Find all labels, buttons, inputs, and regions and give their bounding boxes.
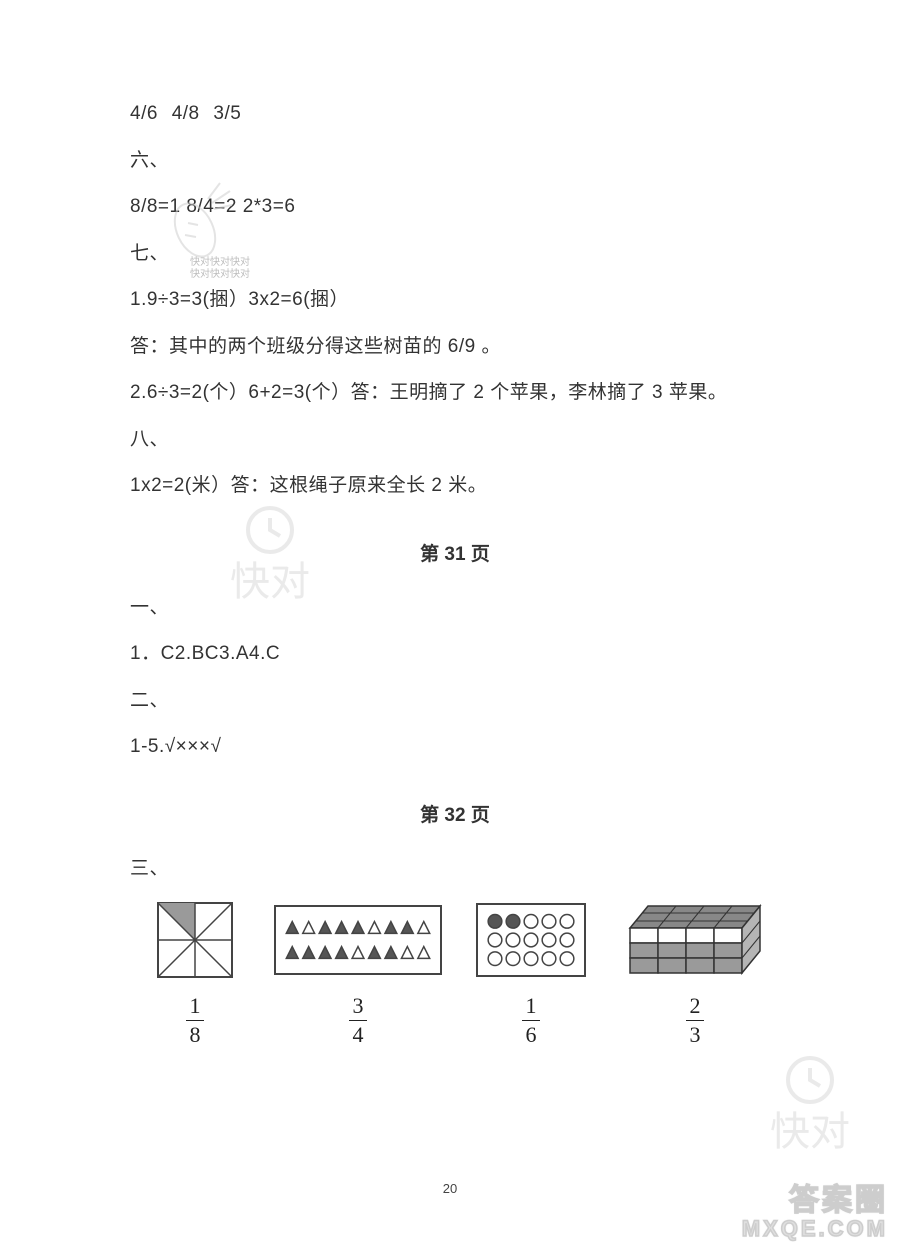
pinwheel-figure [150,895,240,985]
figure-item-2: 3 4 [274,901,442,1046]
text-line: 1．C2.BC3.A4.C [130,640,780,669]
page-heading: 第 32 页 [130,800,780,827]
text-line: 1-5.√×××√ [130,733,780,762]
fraction-4: 2 3 [686,995,704,1046]
section-heading: 七、 [130,240,780,269]
figure-item-4: 2 3 [620,901,770,1046]
figure-row: 1 8 3 4 1 6 [130,901,780,1046]
figure-item-1: 1 8 [150,901,240,1046]
kuaidui-watermark-2: 快对 [760,1050,860,1170]
page-heading: 第 31 页 [130,539,780,566]
text-line: 8/8=1 8/4=2 2*3=6 [130,193,780,222]
text-line: 4/6 4/8 3/5 [130,100,780,129]
text-line: 答：其中的两个班级分得这些树苗的 6/9 。 [130,333,780,362]
text-line: 2.6÷3=2(个）6+2=3(个）答：王明摘了 2 个苹果，李林摘了 3 苹果… [130,379,780,408]
fraction-1: 1 8 [186,995,204,1046]
section-heading: 三、 [130,855,780,884]
document-body: 4/6 4/8 3/5 六、 8/8=1 8/4=2 2*3=6 七、 1.9÷… [0,0,900,1046]
section-heading: 一、 [130,594,780,623]
text-line: 1x2=2(米）答：这根绳子原来全长 2 米。 [130,472,780,501]
text-line: 1.9÷3=3(捆）3x2=6(捆） [130,286,780,315]
fraction-2: 3 4 [349,995,367,1046]
fraction-3: 1 6 [522,995,540,1046]
section-heading: 八、 [130,426,780,455]
figure-item-3: 1 6 [476,901,586,1046]
site-watermark: 答案圈 MXQE.COM [742,1185,888,1240]
svg-text:快对: 快对 [770,1109,850,1154]
section-heading: 六、 [130,147,780,176]
circles-figure [476,903,586,977]
triangles-figure [274,905,442,975]
block-figure [620,900,770,980]
section-heading: 二、 [130,687,780,716]
